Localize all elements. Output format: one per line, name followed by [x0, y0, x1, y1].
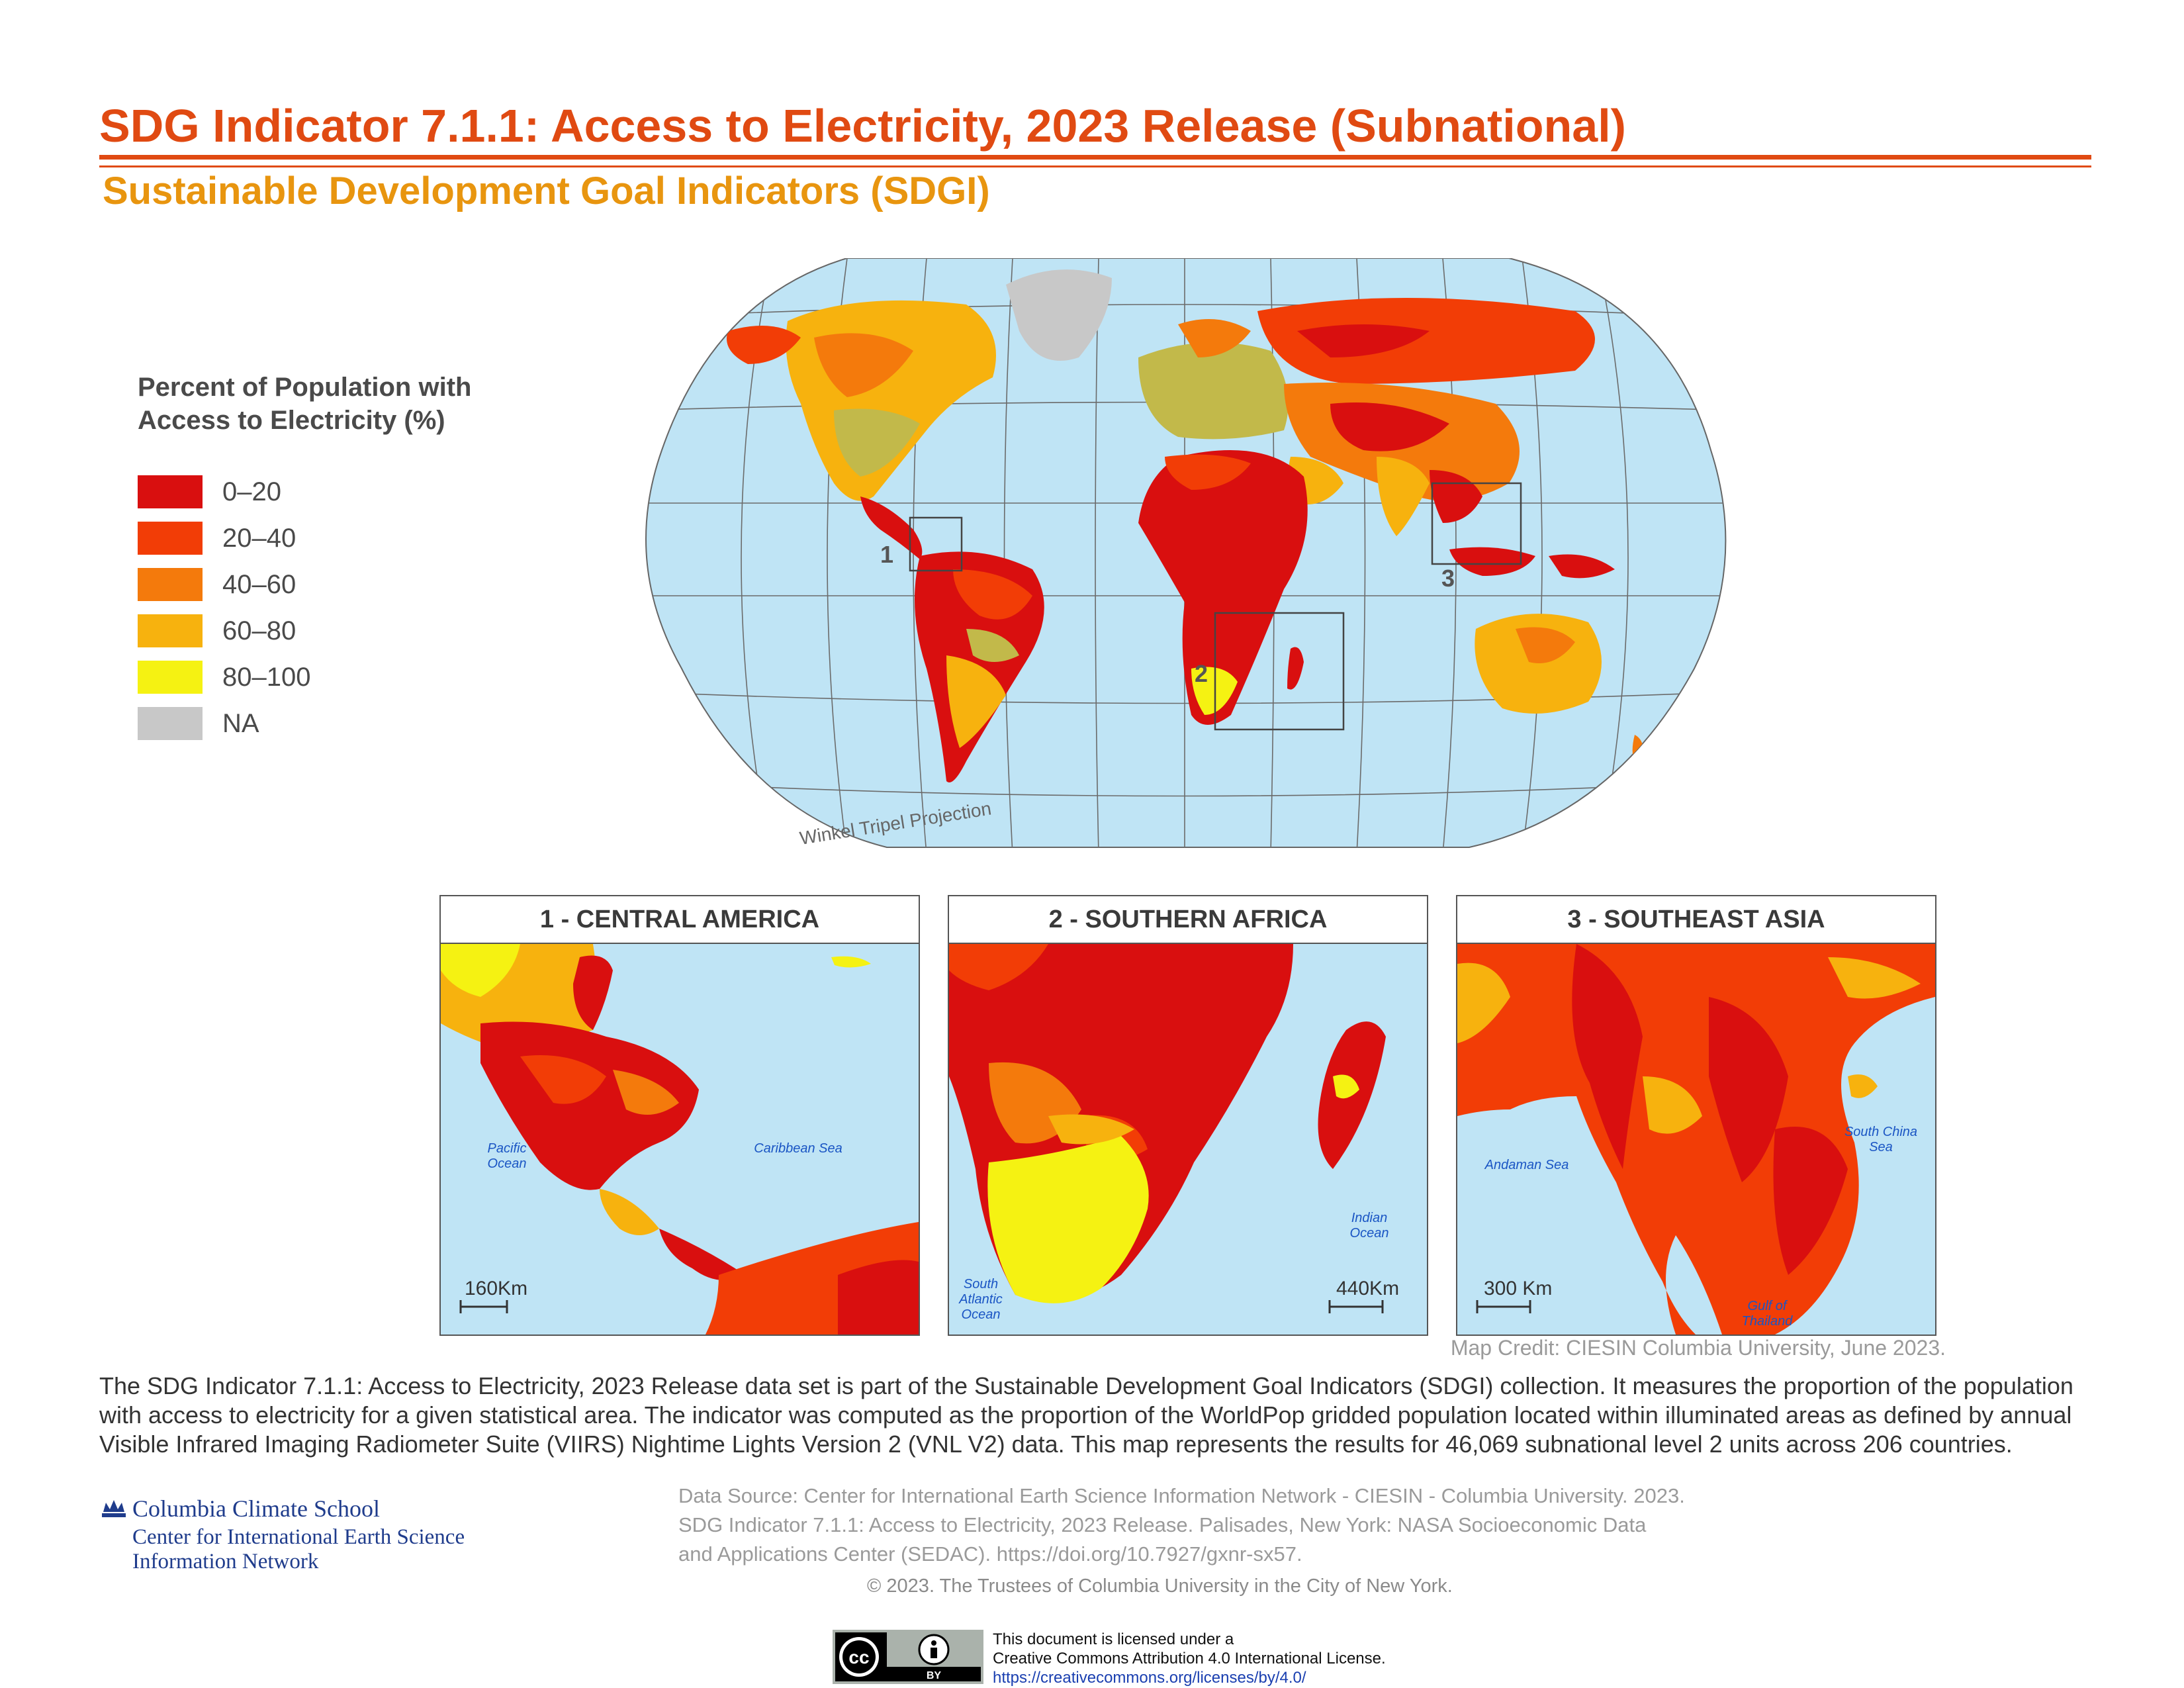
- scale-bar: [1476, 1300, 1531, 1313]
- legend-item-0-20: 0–20: [138, 475, 281, 508]
- legend-item-20-40: 20–40: [138, 522, 296, 555]
- jamaica: [831, 956, 871, 968]
- callout-label-2: 2: [1195, 660, 1208, 687]
- indonesia: [1449, 547, 1535, 576]
- data-source-line-3: and Applications Center (SEDAC). https:/…: [678, 1542, 1302, 1566]
- water-label-gulf-thailand: Gulf of: [1748, 1299, 1788, 1313]
- description-paragraph: The SDG Indicator 7.1.1: Access to Elect…: [99, 1372, 2073, 1458]
- legend-swatch: [138, 614, 203, 647]
- legend-item-60-80: 60–80: [138, 614, 296, 647]
- legend-title-line-1: Percent of Population with: [138, 373, 472, 402]
- inset-map: Pacific Ocean Caribbean Sea 160Km: [441, 944, 919, 1335]
- world-map: 1 2 3 Winkel Tripel Projection: [645, 258, 1727, 849]
- data-source-line-1: Data Source: Center for International Ea…: [678, 1484, 1685, 1507]
- scale-bar: [459, 1300, 508, 1313]
- callout-box-3: [1431, 482, 1522, 565]
- legend-item-80-100: 80–100: [138, 661, 310, 694]
- southern-africa-high: [987, 1136, 1149, 1303]
- cc-by-badge[interactable]: cc BY: [833, 1630, 983, 1684]
- scale-bar-label: 300 Km: [1484, 1278, 1552, 1299]
- license-line-1: This document is licensed under a: [993, 1630, 1234, 1648]
- legend-title: Percent of Population with Access to Ele…: [138, 371, 471, 437]
- legend-label: NA: [222, 708, 259, 738]
- cc-icon: cc: [848, 1647, 869, 1667]
- logo-line-3: Information Network: [132, 1550, 319, 1573]
- title-divider-thin: [99, 165, 2091, 167]
- crown-icon: [102, 1500, 126, 1517]
- inset-southern-africa: 2 - SOUTHERN AFRICA South Atlantic Ocean…: [948, 895, 1428, 1336]
- water-label-indian-2: Ocean: [1350, 1226, 1389, 1241]
- india: [1377, 457, 1430, 536]
- inset-title: 3 - SOUTHEAST ASIA: [1457, 896, 1935, 944]
- license-text: This document is licensed under a Creati…: [993, 1630, 1386, 1687]
- water-label-pacific: Pacific: [488, 1141, 527, 1156]
- scale-bar-label: 440Km: [1336, 1278, 1399, 1299]
- legend-swatch: [138, 475, 203, 508]
- inset-map: South Atlantic Ocean Indian Ocean 440Km: [949, 944, 1427, 1335]
- license-line-2: Creative Commons Attribution 4.0 Interna…: [993, 1650, 1386, 1667]
- water-label-gulf-thailand-2: Thailand: [1742, 1314, 1794, 1329]
- columbia-logo: Columbia Climate School Center for Inter…: [99, 1495, 465, 1574]
- central-america: [860, 496, 923, 559]
- greenland: [1006, 269, 1112, 361]
- water-label-pacific-2: Ocean: [488, 1156, 527, 1171]
- data-source: Data Source: Center for International Ea…: [678, 1481, 1817, 1569]
- water-label-caribbean: Caribbean Sea: [754, 1141, 842, 1156]
- legend-label: 80–100: [222, 662, 311, 692]
- attribution-icon: [931, 1640, 936, 1646]
- map-subtitle: Sustainable Development Goal Indicators …: [103, 169, 990, 212]
- new-guinea: [1549, 554, 1615, 579]
- panama: [659, 1229, 745, 1280]
- legend-swatch: [138, 661, 203, 694]
- legend-swatch: [138, 522, 203, 555]
- legend-label: 20–40: [222, 523, 296, 553]
- legend-title-line-2: Access to Electricity (%): [138, 406, 445, 435]
- badge-by-label: BY: [927, 1670, 942, 1681]
- legend-label: 40–60: [222, 569, 296, 599]
- inset-map: Andaman Sea South China Sea Gulf of Thai…: [1457, 944, 1935, 1335]
- map-title: SDG Indicator 7.1.1: Access to Electrici…: [99, 100, 1626, 152]
- water-label-andaman: Andaman Sea: [1484, 1158, 1569, 1172]
- data-source-line-2: SDG Indicator 7.1.1: Access to Electrici…: [678, 1513, 1647, 1536]
- copyright: © 2023. The Trustees of Columbia Univers…: [867, 1575, 1453, 1597]
- title-divider: [99, 155, 2091, 160]
- inset-southeast-asia: 3 - SOUTHEAST ASIA Andaman Sea South Chi…: [1456, 895, 1936, 1336]
- madagascar: [1287, 647, 1304, 690]
- callout-box-2: [1214, 612, 1345, 731]
- legend-swatch: [138, 568, 203, 601]
- callout-box-1: [909, 516, 963, 572]
- license-link[interactable]: https://creativecommons.org/licenses/by/…: [993, 1669, 1306, 1687]
- water-label-atlantic-2: Atlantic: [958, 1292, 1003, 1307]
- scale-bar: [1328, 1300, 1384, 1313]
- logo-line-2: Center for International Earth Science: [132, 1525, 465, 1549]
- scale-bar-label: 160Km: [465, 1278, 527, 1299]
- callout-label-3: 3: [1441, 565, 1455, 592]
- water-label-atlantic-3: Ocean: [962, 1307, 1001, 1322]
- inset-central-america: 1 - CENTRAL AMERICA Pacific Ocean Caribb…: [439, 895, 920, 1336]
- water-label-atlantic: South: [964, 1277, 998, 1291]
- water-label-south-china-2: Sea: [1869, 1140, 1893, 1154]
- inset-title: 1 - CENTRAL AMERICA: [441, 896, 919, 944]
- alaska: [727, 326, 801, 364]
- legend-item-na: NA: [138, 707, 259, 740]
- europe: [1138, 342, 1289, 440]
- legend-label: 0–20: [222, 477, 281, 506]
- russia: [1257, 298, 1595, 384]
- costa-rica: [600, 1189, 659, 1235]
- africa: [1138, 450, 1308, 725]
- callout-label-1: 1: [880, 541, 893, 568]
- water-label-south-china: South China: [1844, 1125, 1917, 1139]
- yucatan: [573, 955, 613, 1030]
- legend-swatch: [138, 707, 203, 740]
- legend-label: 60–80: [222, 616, 296, 645]
- hainan: [1848, 1074, 1878, 1098]
- legend-item-40-60: 40–60: [138, 568, 296, 601]
- inset-title: 2 - SOUTHERN AFRICA: [949, 896, 1427, 944]
- logo-line-1: Columbia Climate School: [132, 1495, 380, 1522]
- landmasses: [727, 269, 1644, 782]
- water-label-indian: Indian: [1351, 1211, 1388, 1225]
- map-credit: Map Credit: CIESIN Columbia University, …: [1450, 1336, 1946, 1360]
